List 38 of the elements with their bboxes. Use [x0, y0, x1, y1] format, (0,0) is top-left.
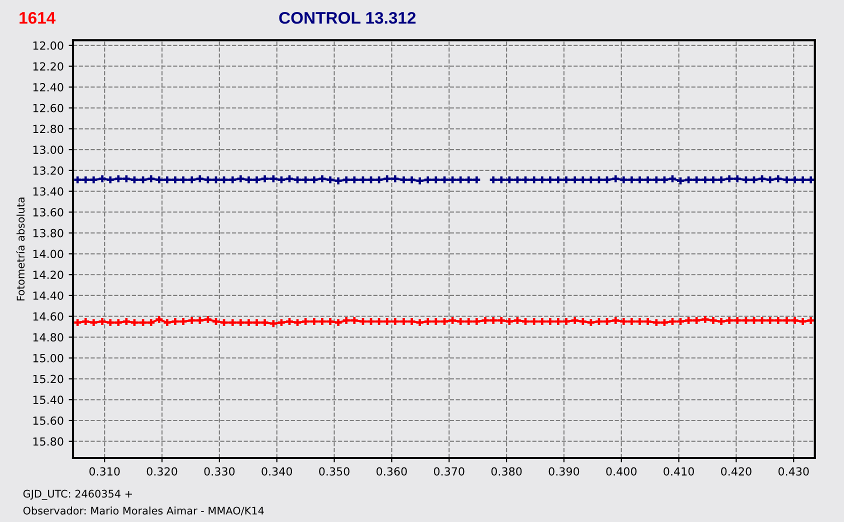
y-tick-label: 12.00	[33, 41, 64, 50]
y-tick-label: 15.80	[33, 437, 64, 446]
text: 1614	[20, 12, 56, 24]
x-tick-label: 0.350	[319, 467, 350, 476]
x-axis-title: GJD_UTC: 2460354 +	[23, 490, 132, 500]
x-tick-label: 0.400	[606, 467, 637, 476]
y-tick-label: 14.80	[33, 333, 64, 342]
y-tick-label: 15.20	[33, 374, 64, 384]
y-tick-label: 13.20	[33, 166, 64, 175]
x-tick-label: 0.330	[204, 467, 235, 476]
x-tick-label: 0.340	[262, 467, 292, 476]
x-tick-label: 0.370	[434, 467, 464, 476]
y-tick-label: 14.60	[33, 312, 64, 321]
y-tick-label: 15.60	[33, 416, 64, 425]
x-tick-label: 0.390	[548, 467, 580, 476]
text: Observador: Mario Morales Aimar - MMAO/K14	[23, 506, 264, 516]
y-tick-label: 14.40	[33, 291, 64, 300]
y-tick-label: 13.00	[33, 146, 64, 154]
x-tick-label: 0.360	[376, 467, 407, 476]
y-tick-label: 12.60	[33, 104, 64, 112]
y-tick-label: 14.20	[33, 270, 64, 280]
x-tick-label: 0.430	[778, 467, 809, 476]
y-tick-label: 13.60	[33, 208, 64, 216]
y-axis-title: Fotometría absoluta	[16, 198, 25, 300]
y-tick-label: 12.20	[33, 62, 64, 71]
y-tick-label: 13.80	[33, 228, 64, 238]
text: CONTROL 13.312	[279, 12, 416, 24]
y-tick-label: 13.40	[33, 187, 64, 196]
y-tick-label: 15.00	[33, 354, 64, 362]
x-tick-label: 0.420	[721, 467, 752, 476]
x-tick-label: 0.410	[664, 467, 694, 476]
y-tick-label: 12.80	[33, 124, 64, 134]
y-tick-label: 14.00	[33, 250, 64, 258]
x-tick-label: 0.380	[491, 467, 522, 476]
x-tick-label: 0.310	[89, 467, 120, 476]
y-tick-label: 15.40	[33, 396, 64, 404]
y-tick-label: 12.40	[33, 83, 64, 92]
x-tick-label: 0.320	[146, 467, 178, 476]
